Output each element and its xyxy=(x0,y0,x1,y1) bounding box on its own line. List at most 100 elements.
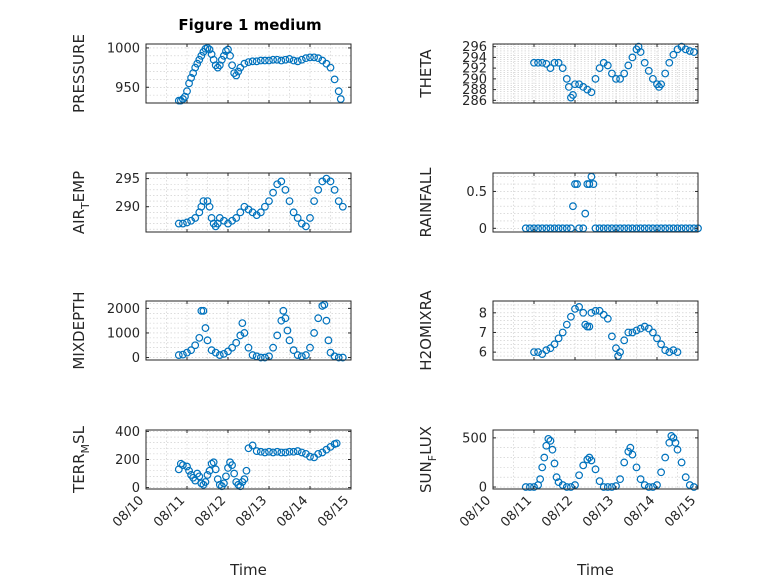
data-point xyxy=(289,346,298,355)
data-point xyxy=(211,61,220,70)
y-tick-label: 294 xyxy=(462,51,487,66)
subplot-right-row4: 0 500 08/10 08/11 08/12 08/13 08/14 08/15 Time SU… xyxy=(417,426,699,579)
data-point xyxy=(338,353,347,362)
data-point xyxy=(536,475,545,484)
data-point xyxy=(222,47,230,55)
y-axis-label-sub: T xyxy=(79,202,92,210)
data-point xyxy=(273,447,282,456)
grid xyxy=(145,301,352,360)
data-point xyxy=(550,340,559,349)
data-point xyxy=(608,69,616,78)
data-point xyxy=(256,208,265,217)
y-axis-label-sub: M xyxy=(79,444,92,454)
data-point xyxy=(595,306,604,315)
x-tick-label: 08/12 xyxy=(192,493,229,530)
y-axis-label-main: PRESSURE xyxy=(70,34,88,113)
data-point xyxy=(228,61,237,70)
data-series xyxy=(174,174,347,231)
data-point xyxy=(314,185,323,194)
data-series xyxy=(174,300,347,362)
data-point xyxy=(667,432,676,440)
y-tick-label: 400 xyxy=(115,425,140,440)
data-point xyxy=(585,180,594,188)
data-point xyxy=(211,348,220,357)
data-point xyxy=(558,481,567,489)
data-point xyxy=(661,453,670,462)
data-point xyxy=(326,63,335,72)
data-point xyxy=(538,58,547,67)
data-point xyxy=(552,473,561,482)
y-tick-label: 290 xyxy=(462,72,487,87)
data-point xyxy=(174,351,183,359)
data-point xyxy=(669,346,678,355)
data-point xyxy=(587,456,596,465)
subplot-left-row2: 290 295 AIRTEMP xyxy=(70,171,352,234)
data-series xyxy=(521,432,698,491)
data-point xyxy=(226,51,234,60)
data-point xyxy=(269,343,278,352)
data-point xyxy=(567,312,575,321)
data-point xyxy=(293,447,302,455)
data-point xyxy=(201,324,210,332)
data-point xyxy=(248,441,257,450)
data-point xyxy=(569,91,577,99)
y-axis-label-main: RAINFALL xyxy=(417,167,435,238)
data-point xyxy=(661,346,670,355)
data-point xyxy=(285,55,294,63)
data-point xyxy=(178,95,187,103)
figure-title: Figure 1 medium xyxy=(178,16,321,34)
data-point xyxy=(248,351,257,359)
axes-box xyxy=(492,300,699,361)
data-point xyxy=(281,185,290,194)
data-point xyxy=(603,314,612,323)
data-point xyxy=(338,202,347,211)
data-point xyxy=(644,66,653,75)
data-point xyxy=(261,202,269,211)
axes-box xyxy=(145,43,352,104)
data-point xyxy=(612,74,620,83)
data-point xyxy=(334,197,343,205)
data-point xyxy=(261,56,269,65)
data-point xyxy=(228,343,237,352)
data-point xyxy=(546,64,555,73)
y-axis-label-tail: LUX xyxy=(417,426,435,455)
data-point xyxy=(240,59,249,68)
y-axis-label-main: SUN xyxy=(417,461,435,493)
data-point xyxy=(285,197,294,205)
data-point xyxy=(669,433,678,442)
data-point xyxy=(265,197,273,205)
data-point xyxy=(612,344,620,353)
data-point xyxy=(199,306,208,315)
data-point xyxy=(681,45,690,54)
data-point xyxy=(614,352,622,360)
data-point xyxy=(587,308,596,317)
axes-box xyxy=(145,300,352,361)
x-tick-label: 08/13 xyxy=(233,493,270,530)
data-point xyxy=(665,58,674,67)
data-point xyxy=(624,328,633,337)
data-point xyxy=(297,448,306,457)
data-point xyxy=(665,348,674,357)
data-point xyxy=(217,55,226,64)
y-tick-label: 0 xyxy=(132,481,140,496)
data-point xyxy=(579,461,588,470)
data-point xyxy=(215,480,224,489)
data-point xyxy=(219,479,228,488)
data-point xyxy=(293,57,302,66)
data-point xyxy=(283,326,292,335)
data-point xyxy=(205,45,214,54)
data-point xyxy=(595,477,604,486)
x-tick-label: 08/13 xyxy=(580,493,617,530)
data-point xyxy=(681,473,690,482)
data-point xyxy=(209,458,218,467)
data-point xyxy=(538,463,547,472)
data-point xyxy=(589,180,598,188)
x-tick-label: 08/12 xyxy=(539,493,576,530)
data-point xyxy=(281,448,290,457)
data-point xyxy=(571,80,579,89)
data-point xyxy=(558,328,567,337)
y-axis-label-main: AIR xyxy=(70,209,88,234)
data-point xyxy=(236,331,245,340)
data-point xyxy=(174,219,183,228)
